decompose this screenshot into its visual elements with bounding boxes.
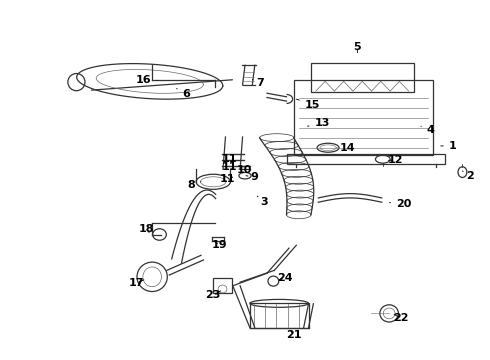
Text: 13: 13	[308, 118, 330, 128]
Text: 24: 24	[277, 273, 293, 283]
Text: 16: 16	[136, 75, 157, 85]
Text: 7: 7	[252, 78, 264, 88]
Text: 2: 2	[463, 171, 474, 181]
Text: 21: 21	[286, 330, 302, 340]
Text: 6: 6	[176, 89, 190, 99]
Bar	[250, 303, 309, 328]
Text: 18: 18	[139, 225, 154, 234]
Text: 23: 23	[205, 291, 221, 301]
Bar	[213, 278, 232, 293]
Text: 4: 4	[421, 125, 435, 135]
Text: 3: 3	[257, 196, 269, 207]
Text: 17: 17	[129, 278, 144, 288]
Text: 20: 20	[390, 199, 412, 210]
Text: 9: 9	[246, 172, 259, 182]
Text: 14: 14	[337, 143, 355, 153]
Text: 22: 22	[393, 313, 409, 323]
Text: 5: 5	[354, 42, 361, 53]
FancyArrowPatch shape	[92, 80, 232, 90]
Bar	[287, 154, 445, 164]
Text: 19: 19	[212, 240, 227, 250]
Text: 11: 11	[220, 174, 236, 184]
Text: 8: 8	[187, 180, 201, 190]
Text: 10: 10	[236, 165, 252, 175]
Text: 15: 15	[296, 99, 320, 110]
Text: 12: 12	[388, 155, 403, 165]
Text: 11: 11	[221, 154, 237, 164]
Bar	[294, 80, 433, 155]
Bar	[311, 63, 414, 92]
Text: 1: 1	[441, 141, 457, 151]
Text: 11: 11	[221, 162, 237, 172]
